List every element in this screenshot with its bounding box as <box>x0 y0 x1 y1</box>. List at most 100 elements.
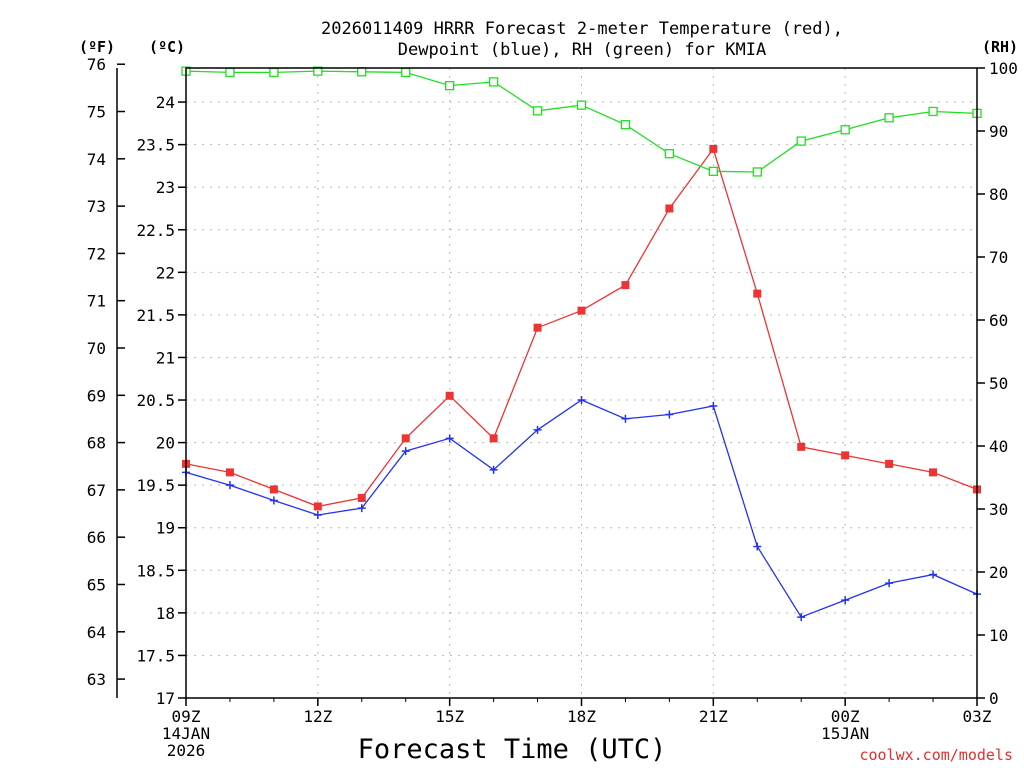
rh-tick-label: 10 <box>989 626 1008 645</box>
rh-point <box>708 166 718 176</box>
celsius-tick-label: 17 <box>156 689 175 708</box>
rh-tick-label: 70 <box>989 248 1008 267</box>
rh-tick-label: 20 <box>989 563 1008 582</box>
fahrenheit-tick-label: 71 <box>87 292 106 311</box>
celsius-tick-label: 21 <box>156 348 175 367</box>
celsius-tick-label: 23 <box>156 178 175 197</box>
temperature-point <box>489 434 498 443</box>
rh-point <box>664 149 675 159</box>
unit-label-celsius: (ºC) <box>149 38 185 56</box>
temperature-point <box>929 468 938 477</box>
celsius-tick-label: 24 <box>156 93 175 112</box>
temperature-point <box>533 323 542 332</box>
x-tick-label: 03Z <box>963 707 992 726</box>
fahrenheit-tick-label: 76 <box>87 55 106 74</box>
dewpoint-point <box>269 496 278 505</box>
rh-point <box>313 66 323 76</box>
rh-point <box>840 125 850 135</box>
unit-label-fahrenheit: (ºF) <box>79 38 115 56</box>
x-tick-label: 09Z <box>172 707 201 726</box>
dewpoint-point <box>885 579 894 588</box>
plot-frame <box>185 67 978 699</box>
fahrenheit-tick-label: 64 <box>87 623 106 642</box>
rh-point <box>576 100 587 110</box>
fahrenheit-axis: 63 64 65 66 67 68 69 70 71 72 73 74 75 76 <box>87 55 125 698</box>
celsius-tick-label: 19.5 <box>136 476 175 495</box>
fahrenheit-tick-label: 65 <box>87 575 106 594</box>
temperature-point <box>709 144 718 153</box>
fahrenheit-tick-label: 69 <box>87 386 106 405</box>
celsius-tick-label: 20 <box>156 434 175 453</box>
x-tick-label: 15JAN <box>821 724 869 743</box>
temperature-point <box>225 468 234 477</box>
dewpoint-point <box>665 410 674 419</box>
celsius-tick-label: 21.5 <box>136 306 175 325</box>
x-tick-label: 2026 <box>167 741 206 760</box>
series-layer <box>181 66 982 622</box>
rh-axis: 0 10 20 30 40 50 60 70 80 90 100 <box>977 59 1018 708</box>
rh-tick-label: 30 <box>989 500 1008 519</box>
credit-text: coolwx.com/models <box>859 746 1013 764</box>
fahrenheit-tick-label: 66 <box>87 528 106 547</box>
celsius-tick-label: 23.5 <box>136 136 175 155</box>
x-tick-label: 18Z <box>567 707 596 726</box>
x-tick-label: 15Z <box>435 707 464 726</box>
temperature-point <box>357 493 366 502</box>
x-tick-label: 21Z <box>699 707 728 726</box>
fahrenheit-tick-label: 73 <box>87 197 106 216</box>
chart-title-line2: Dewpoint (blue), RH (green) for KMIA <box>398 40 766 60</box>
rh-point <box>796 136 806 146</box>
dewpoint-point <box>621 414 630 423</box>
rh-point <box>445 80 455 91</box>
rh-point <box>357 67 367 77</box>
dewpoint-point <box>357 504 366 513</box>
rh-point <box>532 106 543 116</box>
dewpoint-point <box>489 465 498 474</box>
celsius-tick-label: 17.5 <box>136 646 175 665</box>
rh-point <box>225 67 235 78</box>
temperature-point <box>577 306 586 315</box>
dewpoint-point <box>533 425 542 434</box>
fahrenheit-tick-label: 75 <box>87 103 106 122</box>
fahrenheit-tick-label: 68 <box>87 434 106 453</box>
x-tick-label: 14JAN <box>162 724 210 743</box>
fahrenheit-tick-label: 63 <box>87 670 106 689</box>
temperature-point <box>621 281 630 290</box>
celsius-axis: 17 17.5 18 18.5 19 19.5 20 20.5 21 21.5 22 22.5 23 23… <box>136 93 186 708</box>
fahrenheit-tick-label: 70 <box>87 339 106 358</box>
celsius-tick-label: 22 <box>156 263 175 282</box>
rh-point <box>401 67 411 78</box>
celsius-tick-label: 19 <box>156 519 175 538</box>
dewpoint-point <box>929 570 938 579</box>
rh-tick-label: 90 <box>989 122 1008 141</box>
rh-tick-label: 50 <box>989 374 1008 393</box>
temperature-point <box>753 289 762 298</box>
dewpoint-point <box>709 401 718 410</box>
rh-point <box>884 113 894 123</box>
dewpoint-point <box>577 396 586 405</box>
grid <box>186 68 977 698</box>
rh-point <box>269 67 279 78</box>
temperature-point <box>665 204 674 213</box>
celsius-tick-label: 20.5 <box>136 391 175 410</box>
rh-tick-label: 0 <box>989 689 999 708</box>
rh-point <box>928 106 938 117</box>
unit-label-rh: (RH) <box>982 38 1018 56</box>
dewpoint-point <box>797 613 806 622</box>
temperature-point <box>445 391 454 400</box>
rh-point <box>488 77 499 87</box>
rh-tick-label: 40 <box>989 437 1008 456</box>
celsius-tick-label: 18.5 <box>136 561 175 580</box>
temperature-point <box>269 485 278 494</box>
chart-title-line1: 2026011409 HRRR Forecast 2-meter Tempera… <box>321 19 843 39</box>
rh-point <box>752 167 762 177</box>
rh-tick-label: 100 <box>989 59 1018 78</box>
rh-tick-label: 80 <box>989 185 1008 204</box>
temperature-point <box>797 442 806 451</box>
fahrenheit-tick-label: 72 <box>87 244 106 263</box>
dewpoint-point <box>225 481 234 490</box>
dewpoint-point <box>401 447 410 456</box>
dewpoint-point <box>445 434 454 443</box>
temperature-point <box>313 502 322 511</box>
